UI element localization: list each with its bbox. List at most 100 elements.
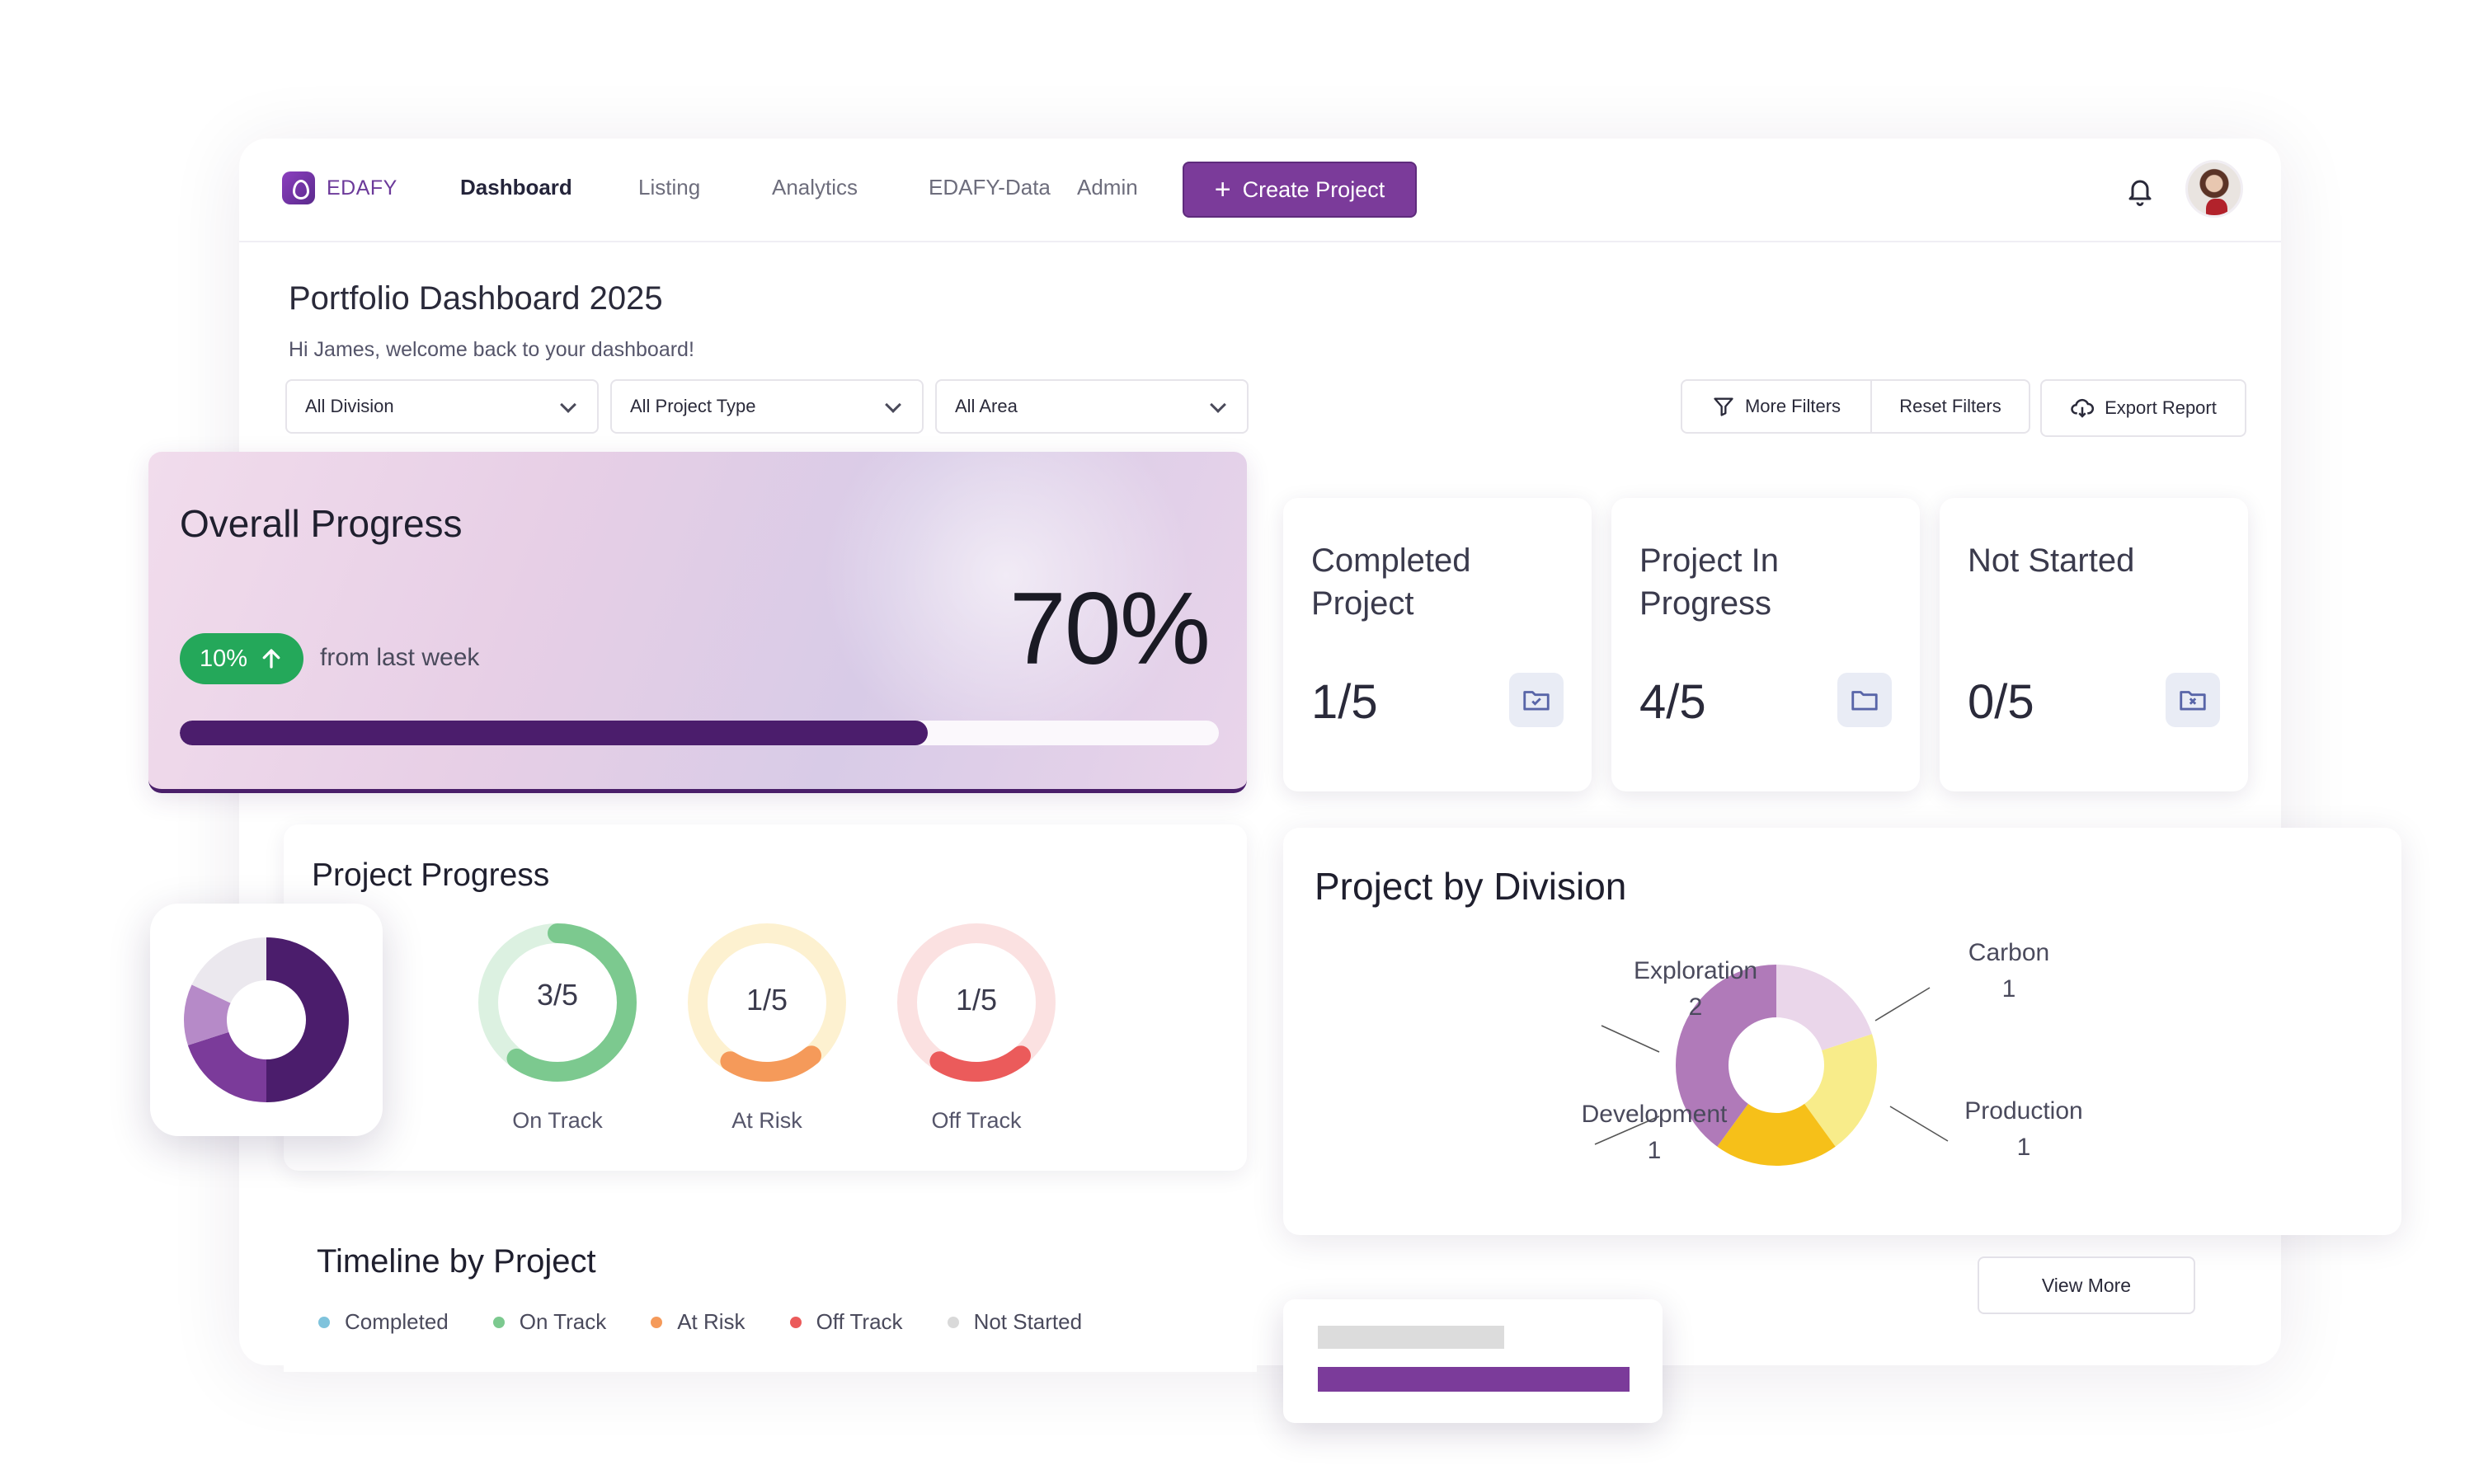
stat-card-not-started[interactable]: Not Started 0/5	[1940, 498, 2248, 791]
chevron-down-icon	[560, 397, 576, 413]
view-more-button[interactable]: View More	[1978, 1256, 2195, 1314]
create-project-button[interactable]: + Create Project	[1183, 162, 1417, 218]
stat-title: Completed Project	[1311, 542, 1471, 622]
folder-check-icon	[1509, 673, 1564, 727]
legend-dot	[492, 1316, 505, 1328]
change-value: 10%	[199, 645, 248, 672]
division-name: Development	[1581, 1101, 1728, 1128]
gauge-value: 1/5	[745, 983, 788, 1017]
gauge-caption: Off Track	[931, 1108, 1022, 1133]
cloud-download-icon	[2071, 398, 2095, 418]
area-select-value: All Area	[955, 396, 1018, 416]
leader-line	[1874, 987, 1931, 1021]
division-slice-exploration[interactable]	[1676, 965, 1776, 1147]
reset-filters-button[interactable]: Reset Filters	[1872, 381, 2029, 432]
project-progress-title: Project Progress	[312, 857, 550, 893]
division-select[interactable]: All Division	[285, 379, 599, 434]
donut-segment-0	[266, 937, 349, 1102]
legend-label: At Risk	[677, 1309, 745, 1334]
legend-not-started: Not Started	[947, 1309, 1083, 1335]
division-count: 1	[1647, 1137, 1662, 1164]
legend-label: Completed	[345, 1309, 449, 1334]
filter-icon	[1714, 397, 1733, 416]
project-progress-card: Project Progress 3/5 On Track 1/5 At Ris…	[284, 824, 1247, 1171]
timeline-legend: Completed On Track At Risk Off Track Not…	[318, 1309, 1082, 1335]
nav-analytics[interactable]: Analytics	[772, 175, 858, 200]
area-select[interactable]: All Area	[935, 379, 1249, 434]
avatar[interactable]	[2185, 160, 2243, 218]
nav-admin[interactable]: Admin	[1077, 175, 1138, 200]
division-select-value: All Division	[305, 396, 394, 416]
export-report-label: Export Report	[2105, 397, 2217, 418]
division-slice-carbon[interactable]	[1776, 965, 1873, 1051]
timeline-title: Timeline by Project	[317, 1243, 596, 1280]
donut-segment-3	[191, 937, 266, 1003]
chevron-down-icon	[1210, 397, 1226, 413]
gauge-at-risk	[688, 923, 846, 1082]
brand-logo-icon	[282, 171, 315, 204]
division-donut-chart	[1594, 965, 1949, 1166]
legend-dot	[651, 1316, 663, 1328]
chevron-down-icon	[885, 397, 901, 413]
gauge-caption: On Track	[512, 1108, 603, 1133]
division-slice-production[interactable]	[1804, 1034, 1877, 1147]
bell-icon[interactable]	[2125, 175, 2155, 208]
filter-buttons: More Filters Reset Filters	[1681, 379, 2030, 434]
nav-dashboard[interactable]: Dashboard	[460, 175, 572, 200]
legend-label: Not Started	[973, 1309, 1083, 1334]
top-navigation: EDAFY Dashboard Listing Analytics EDAFY-…	[239, 139, 2281, 242]
legend-dot	[947, 1316, 959, 1328]
gauge-arc	[478, 923, 637, 1082]
legend-dot	[318, 1316, 330, 1328]
division-label-development: Development 1	[1555, 1097, 1753, 1169]
overall-progress-bar	[180, 721, 1219, 745]
timeline-bar-placeholder	[1318, 1326, 1504, 1349]
legend-completed: Completed	[318, 1309, 449, 1335]
export-report-button[interactable]: Export Report	[2040, 379, 2246, 437]
division-name: Exploration	[1633, 957, 1758, 984]
overall-progress-fill	[180, 721, 929, 745]
division-label-exploration: Exploration 2	[1613, 953, 1778, 1026]
donut-segment-2	[184, 984, 231, 1045]
leader-line	[1889, 1106, 1949, 1142]
timeline-bar	[1318, 1367, 1630, 1392]
nav-edafy-data[interactable]: EDAFY-Data	[929, 175, 1051, 200]
reset-filters-label: Reset Filters	[1899, 396, 2001, 416]
division-slice-development[interactable]	[1717, 1103, 1836, 1166]
create-project-label: Create Project	[1242, 176, 1385, 202]
division-label-production: Production 1	[1941, 1093, 2106, 1166]
legend-label: On Track	[519, 1309, 607, 1334]
project-type-select[interactable]: All Project Type	[610, 379, 924, 434]
more-filters-label: More Filters	[1744, 396, 1841, 416]
division-count: 2	[1688, 993, 1703, 1021]
division-name: Production	[1964, 1097, 2083, 1125]
overall-progress-card: Overall Progress 10% from last week 70%	[148, 452, 1247, 793]
division-count: 1	[2001, 975, 2016, 1003]
gauge-caption: At Risk	[731, 1108, 802, 1133]
stat-card-completed[interactable]: Completed Project 1/5	[1283, 498, 1592, 791]
floating-donut-widget	[150, 904, 383, 1136]
division-label-carbon: Carbon 1	[1959, 935, 2058, 1007]
gauge-value: 3/5	[536, 978, 579, 1012]
nav-listing[interactable]: Listing	[638, 175, 701, 200]
legend-dot	[789, 1316, 802, 1328]
more-filters-button[interactable]: More Filters	[1682, 381, 1872, 432]
welcome-message: Hi James, welcome back to your dashboard…	[289, 338, 694, 361]
legend-off-track: Off Track	[789, 1309, 903, 1335]
floating-donut-chart	[184, 937, 349, 1102]
timeline-preview-card	[1283, 1299, 1663, 1423]
stat-value: 0/5	[1968, 675, 2034, 729]
folder-icon	[1837, 673, 1892, 727]
stat-title: Project In Progress	[1639, 542, 1779, 622]
gauge-arc	[897, 923, 1056, 1082]
overall-progress-title: Overall Progress	[180, 502, 463, 545]
division-title: Project by Division	[1315, 865, 1627, 908]
stat-title: Not Started	[1968, 542, 2135, 579]
brand-name: EDAFY	[327, 176, 397, 200]
brand[interactable]: EDAFY	[282, 171, 397, 204]
division-name: Carbon	[1968, 939, 2050, 966]
stat-card-in-progress[interactable]: Project In Progress 4/5	[1611, 498, 1920, 791]
overall-percent: 70%	[1009, 572, 1211, 686]
division-count: 1	[2016, 1134, 2031, 1161]
timeline-card: Timeline by Project Completed On Track A…	[284, 1207, 1257, 1372]
